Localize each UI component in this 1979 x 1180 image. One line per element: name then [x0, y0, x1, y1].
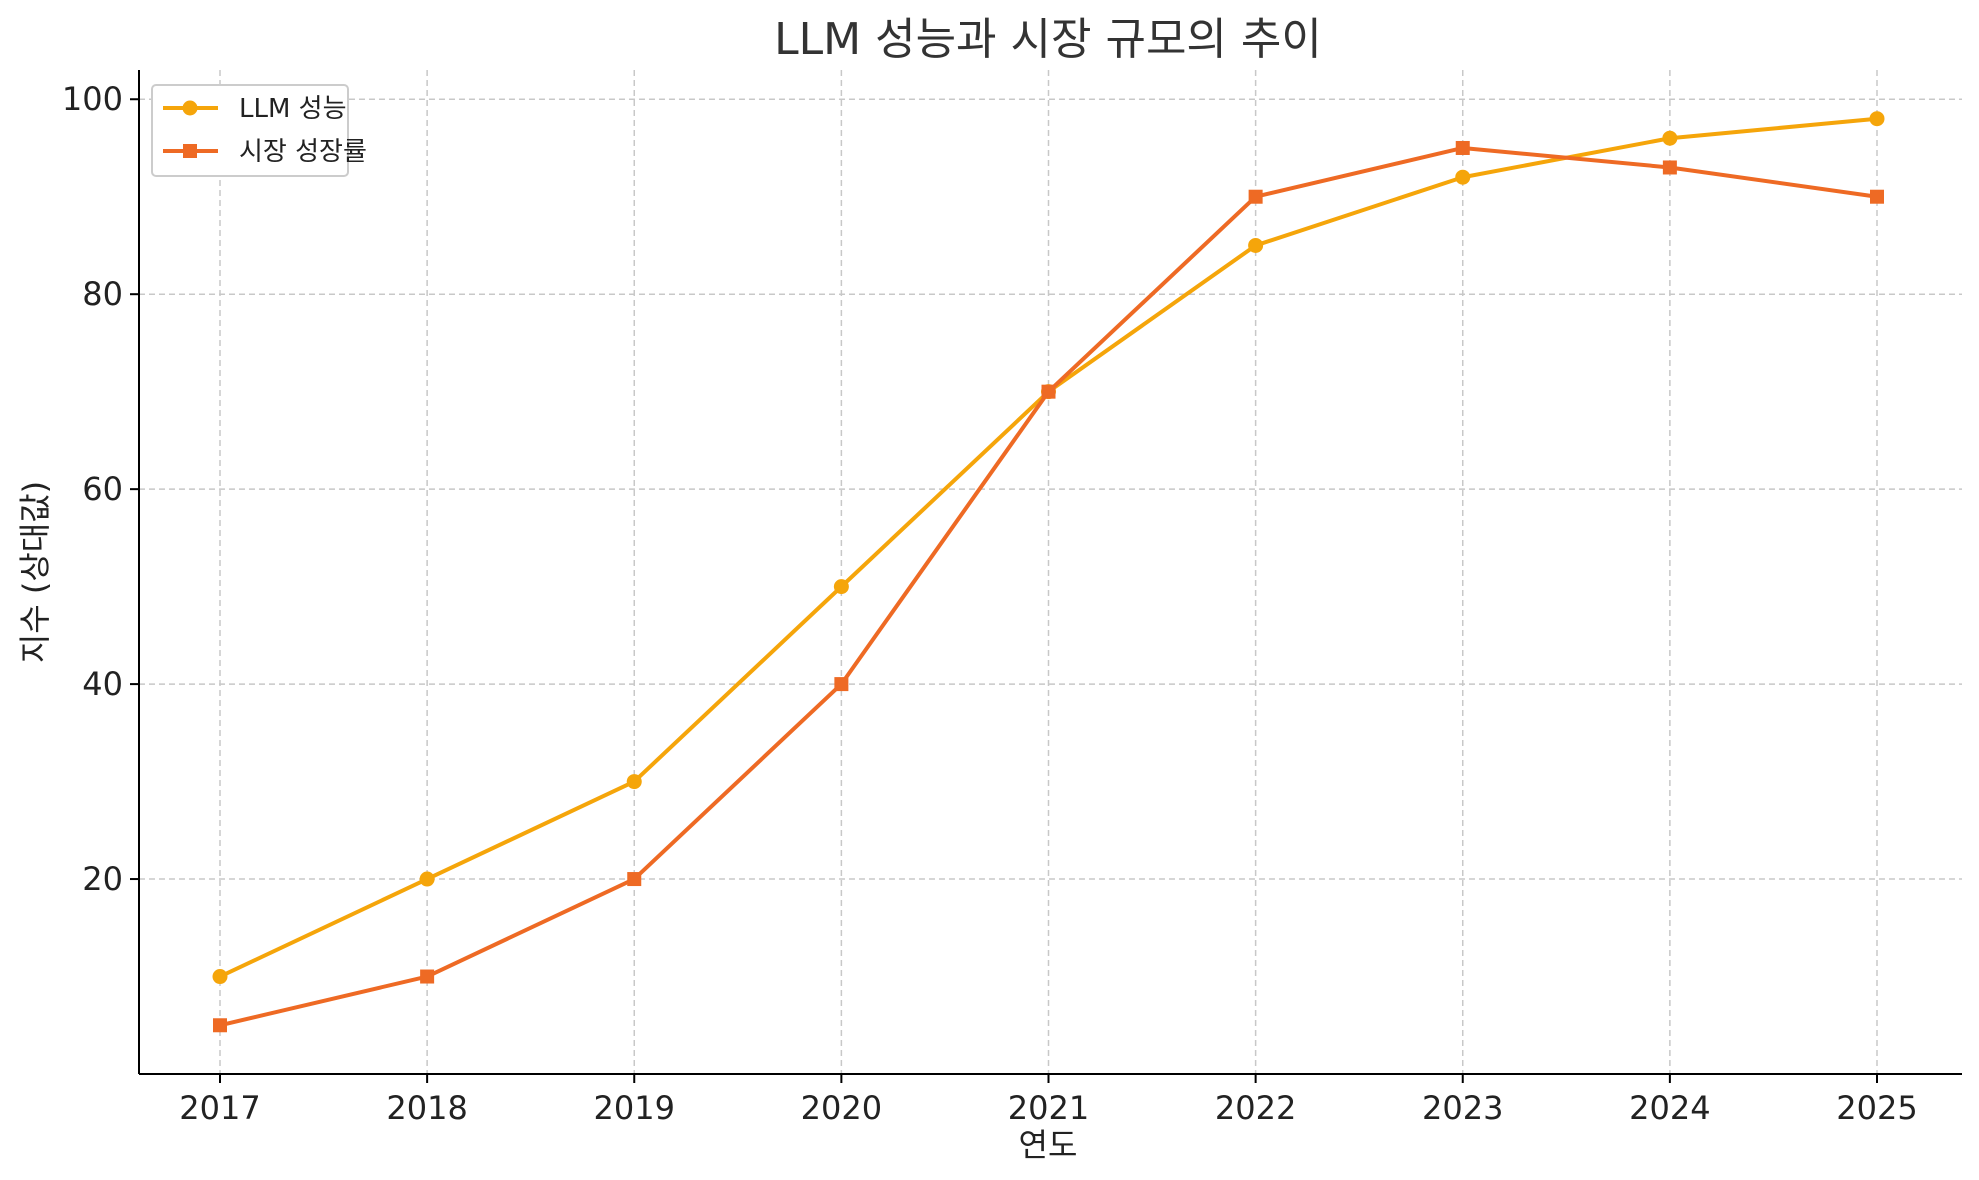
x-tick-label: 2019: [594, 1089, 675, 1127]
data-point: [419, 871, 435, 887]
data-point: [834, 677, 849, 692]
legend-label: LLM 성능: [239, 94, 347, 124]
data-point: [627, 872, 642, 887]
x-tick-label: 2023: [1422, 1089, 1503, 1127]
x-tick-label: 2022: [1215, 1089, 1296, 1127]
data-point: [213, 1018, 227, 1033]
x-axis-title: 연도: [1019, 1126, 1078, 1164]
axes-spines: [138, 70, 1962, 1075]
data-point: [1248, 237, 1264, 253]
y-axis-ticks: 20 40 60 80 100: [62, 80, 139, 898]
grid-lines: [139, 70, 1962, 1074]
x-axis-ticks: 2017 2018 2019 2020 2021 2022 2023 2024 2025: [179, 1074, 1918, 1127]
legend-item: 시장 성장률: [163, 137, 367, 167]
x-tick-label: 2025: [1836, 1089, 1917, 1127]
data-point: [1662, 160, 1677, 175]
y-tick-label: 80: [82, 275, 123, 313]
data-point: [833, 579, 849, 595]
y-tick-label: 60: [82, 470, 123, 508]
data-point: [1662, 130, 1678, 146]
x-tick-label: 2021: [1008, 1089, 1089, 1127]
data-point: [1455, 140, 1470, 155]
y-tick-label: 20: [82, 860, 123, 898]
x-tick-label: 2017: [179, 1089, 260, 1127]
series-2: [213, 140, 1884, 1033]
legend-marker: [182, 100, 198, 116]
x-tick-label: 2024: [1629, 1089, 1710, 1127]
y-tick-label: 40: [82, 665, 123, 703]
x-tick-label: 2020: [801, 1089, 882, 1127]
y-axis-title: 지수 (상대값): [16, 481, 54, 663]
series-line: [219, 116, 1878, 979]
legend-item: LLM 성능: [163, 94, 347, 124]
data-point: [420, 969, 435, 984]
chart-title: LLM 성능과 시장 규모의 추이: [774, 14, 1322, 65]
y-tick-label: 100: [62, 80, 123, 118]
data-point: [626, 774, 642, 790]
legend-marker: [183, 144, 197, 158]
legend-label: 시장 성장률: [239, 137, 367, 167]
series-layer: [212, 111, 1885, 1033]
data-point: [212, 969, 228, 985]
data-point: [1248, 189, 1263, 204]
data-point: [1870, 189, 1884, 204]
data-point: [1455, 169, 1471, 185]
x-tick-label: 2018: [386, 1089, 467, 1127]
data-point: [1869, 111, 1885, 127]
data-point: [1041, 384, 1056, 399]
